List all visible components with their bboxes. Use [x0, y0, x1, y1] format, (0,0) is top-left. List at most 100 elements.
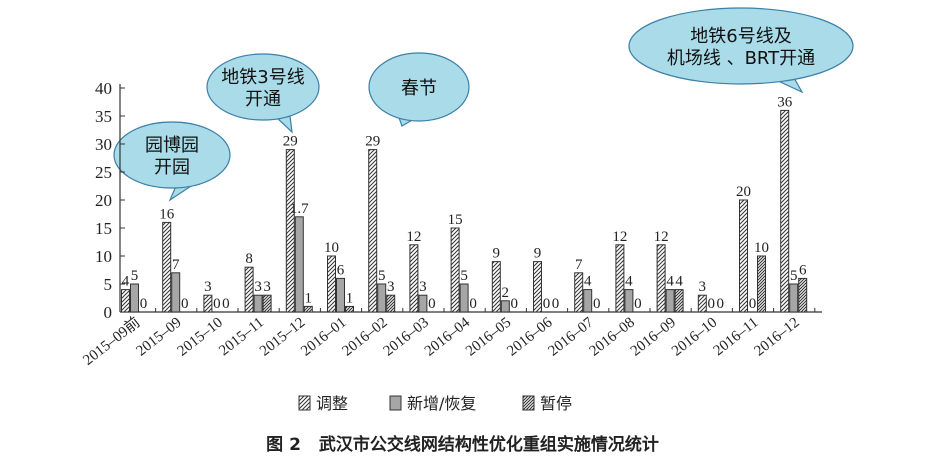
- x-tick-label: 2015–10: [175, 315, 226, 360]
- x-tick-label: 2016–09: [628, 315, 679, 360]
- x-tick-label: 2015–11: [216, 315, 267, 360]
- callout-ellipse: [113, 121, 231, 189]
- bar-dense: [303, 305, 313, 313]
- legend-swatch-diag: [298, 395, 311, 411]
- bar-value-label: 0: [634, 296, 642, 312]
- bar-diag: [368, 149, 378, 313]
- bar-value-label: 4: [625, 274, 633, 290]
- callout-text: 机场线 、BRT开通: [667, 48, 815, 69]
- bar-diag: [739, 199, 748, 313]
- legend-swatch-dense: [522, 395, 535, 411]
- bar-gray: [294, 216, 304, 313]
- bar-dense: [757, 255, 766, 313]
- x-tick-label: 2016–03: [381, 315, 432, 360]
- bar-diag: [203, 294, 213, 313]
- bar-diag: [162, 221, 172, 313]
- x-tick-labels: 2015–09前2015–092015–102015–112015–122016…: [80, 314, 803, 369]
- bar-diag: [244, 266, 254, 313]
- bar-value-label: 0: [593, 296, 601, 312]
- x-tick-label: 2016–10: [669, 315, 720, 360]
- bar-value-label: 3: [387, 279, 395, 295]
- bar-gray: [665, 289, 675, 313]
- x-tick-label: 2016–05: [463, 315, 514, 360]
- figure-number: 图 2: [266, 435, 301, 455]
- bar-value-label: 10: [754, 240, 769, 256]
- bar-value-label: 1.7: [290, 201, 309, 217]
- x-tick-label: 2016–06: [504, 314, 556, 359]
- y-tick-label: 0: [104, 303, 113, 322]
- y-tick-label: 20: [95, 191, 112, 210]
- bar-diag: [615, 244, 625, 313]
- bar-value-label: 16: [159, 206, 175, 222]
- bar-value-label: 5: [460, 268, 468, 284]
- bar-value-label: 4: [675, 274, 683, 290]
- bar-value-label: 9: [493, 246, 501, 262]
- bar-gray: [171, 272, 181, 313]
- legend-label: 调整: [316, 394, 348, 413]
- callout-ellipse: [206, 53, 320, 121]
- bar-value-label: 29: [283, 134, 298, 150]
- legend-label: 暂停: [540, 394, 572, 413]
- bar-value-label: 10: [324, 240, 339, 256]
- bar-value-label: 0: [428, 296, 436, 312]
- bar-value-label: 4: [584, 274, 592, 290]
- y-tick-label: 25: [95, 163, 112, 182]
- x-tick-label: 2016–02: [339, 315, 390, 360]
- bar-value-label: 5: [790, 268, 798, 284]
- bar-value-label: 8: [245, 251, 253, 267]
- bar-value-label: 3: [263, 279, 271, 295]
- bar-diag: [409, 244, 419, 313]
- bar-gray: [336, 277, 345, 313]
- callout-text: 开园: [154, 157, 190, 178]
- bar-gray: [253, 294, 263, 313]
- bar-gray: [418, 294, 428, 313]
- figure-title: 武汉市公交线网结构性优化重组实施情况统计: [318, 435, 659, 455]
- x-tick-label: 2016–07: [545, 314, 597, 359]
- bar-gray: [624, 289, 634, 313]
- x-tick-label: 2016–11: [711, 315, 762, 360]
- bar-value-label: 0: [749, 296, 757, 312]
- bar-dense: [798, 277, 808, 313]
- bar-value-label: 12: [612, 229, 627, 245]
- bar-value-label: 3: [419, 279, 427, 295]
- bar-value-label: 12: [654, 229, 669, 245]
- bar-value-label: 7: [172, 257, 180, 273]
- bar-diag: [780, 109, 790, 313]
- callout-bubble: 春节: [368, 52, 470, 127]
- bar-value-label: 12: [406, 229, 421, 245]
- bar-dense: [345, 305, 354, 313]
- x-tick-label: 2015–09: [133, 315, 184, 360]
- bar-dense: [674, 289, 684, 313]
- bar-value-label: 0: [543, 296, 551, 312]
- legend-label: 新增/恢复: [407, 394, 476, 413]
- bar-value-label: 1: [305, 290, 313, 306]
- x-tick-label: 2016–04: [422, 314, 474, 359]
- bar-dense: [262, 294, 272, 313]
- x-tick-label: 2015–09前: [80, 314, 144, 369]
- bar-value-label: 9: [534, 246, 542, 262]
- bar-gray: [789, 283, 799, 313]
- bar-value-label: 0: [213, 296, 221, 312]
- bar-diag: [285, 149, 295, 313]
- bar-diag: [533, 261, 542, 313]
- bar-diag: [697, 294, 707, 313]
- callout-text: 园博园: [145, 135, 199, 156]
- callout-text: 地铁3号线: [221, 67, 304, 88]
- bar-value-label: 5: [131, 268, 139, 284]
- bar-diag: [121, 289, 130, 313]
- bar-dense: [386, 294, 396, 313]
- bar-diag: [327, 255, 336, 313]
- callout-text: 地铁6号线及: [690, 26, 791, 47]
- bar-diag: [574, 272, 584, 313]
- callout-ellipse: [368, 52, 470, 122]
- bar-diag: [656, 244, 666, 313]
- bar-value-label: 0: [222, 296, 230, 312]
- bar-value-label: 0: [140, 296, 148, 312]
- y-tick-label: 30: [95, 135, 112, 154]
- bar-gray: [130, 283, 139, 313]
